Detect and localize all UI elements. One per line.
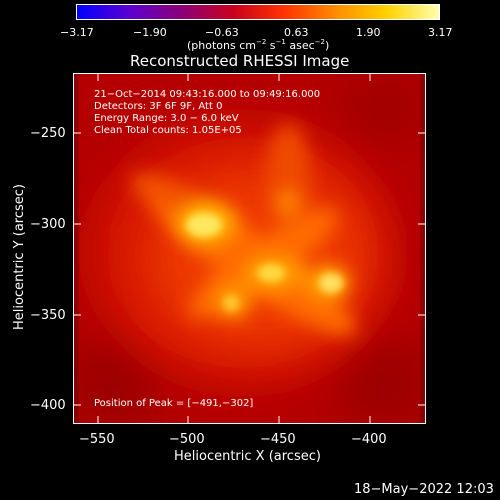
colorbar-unit-label: (photons cm−2 s−1 asec−2) bbox=[187, 38, 330, 52]
image-title: Reconstructed RHESSI Image bbox=[130, 52, 350, 70]
y-tick-label: −350 bbox=[30, 308, 66, 323]
colorbar-gradient bbox=[77, 5, 439, 19]
colorbar-tick: −3.17 bbox=[60, 26, 94, 39]
flare-image bbox=[73, 73, 426, 424]
y-tick-label: −300 bbox=[30, 217, 66, 232]
x-tick-label: −400 bbox=[351, 432, 387, 447]
colorbar-tick: 1.90 bbox=[356, 26, 381, 39]
x-tick-label: −550 bbox=[79, 432, 115, 447]
colorbar-tick: 0.63 bbox=[284, 26, 309, 39]
info-clean: Clean Total counts: 1.05E+05 bbox=[94, 125, 242, 136]
colorbar-tick: −0.63 bbox=[205, 26, 239, 39]
colorbar bbox=[76, 4, 440, 20]
x-tick-label: −500 bbox=[169, 432, 205, 447]
info-peak-position: Position of Peak = [−491,−302] bbox=[94, 398, 254, 409]
colorbar-tick: 3.17 bbox=[428, 26, 453, 39]
x-tick-label: −450 bbox=[260, 432, 296, 447]
colorbar-tick: −1.90 bbox=[133, 26, 167, 39]
info-energy-range: Energy Range: 3.0 − 6.0 keV bbox=[94, 113, 239, 124]
info-time-range: 21−Oct−2014 09:43:16.000 to 09:49:16.000 bbox=[94, 89, 321, 100]
info-detectors: Detectors: 3F 6F 9F, Att 0 bbox=[94, 101, 223, 112]
footer-timestamp: 18−May−2022 12:03 bbox=[354, 482, 494, 497]
x-axis-label: Heliocentric X (arcsec) bbox=[174, 449, 321, 464]
y-tick-label: −250 bbox=[30, 126, 66, 141]
y-axis-label: Heliocentric Y (arcsec) bbox=[12, 184, 27, 330]
y-tick-label: −400 bbox=[30, 398, 66, 413]
